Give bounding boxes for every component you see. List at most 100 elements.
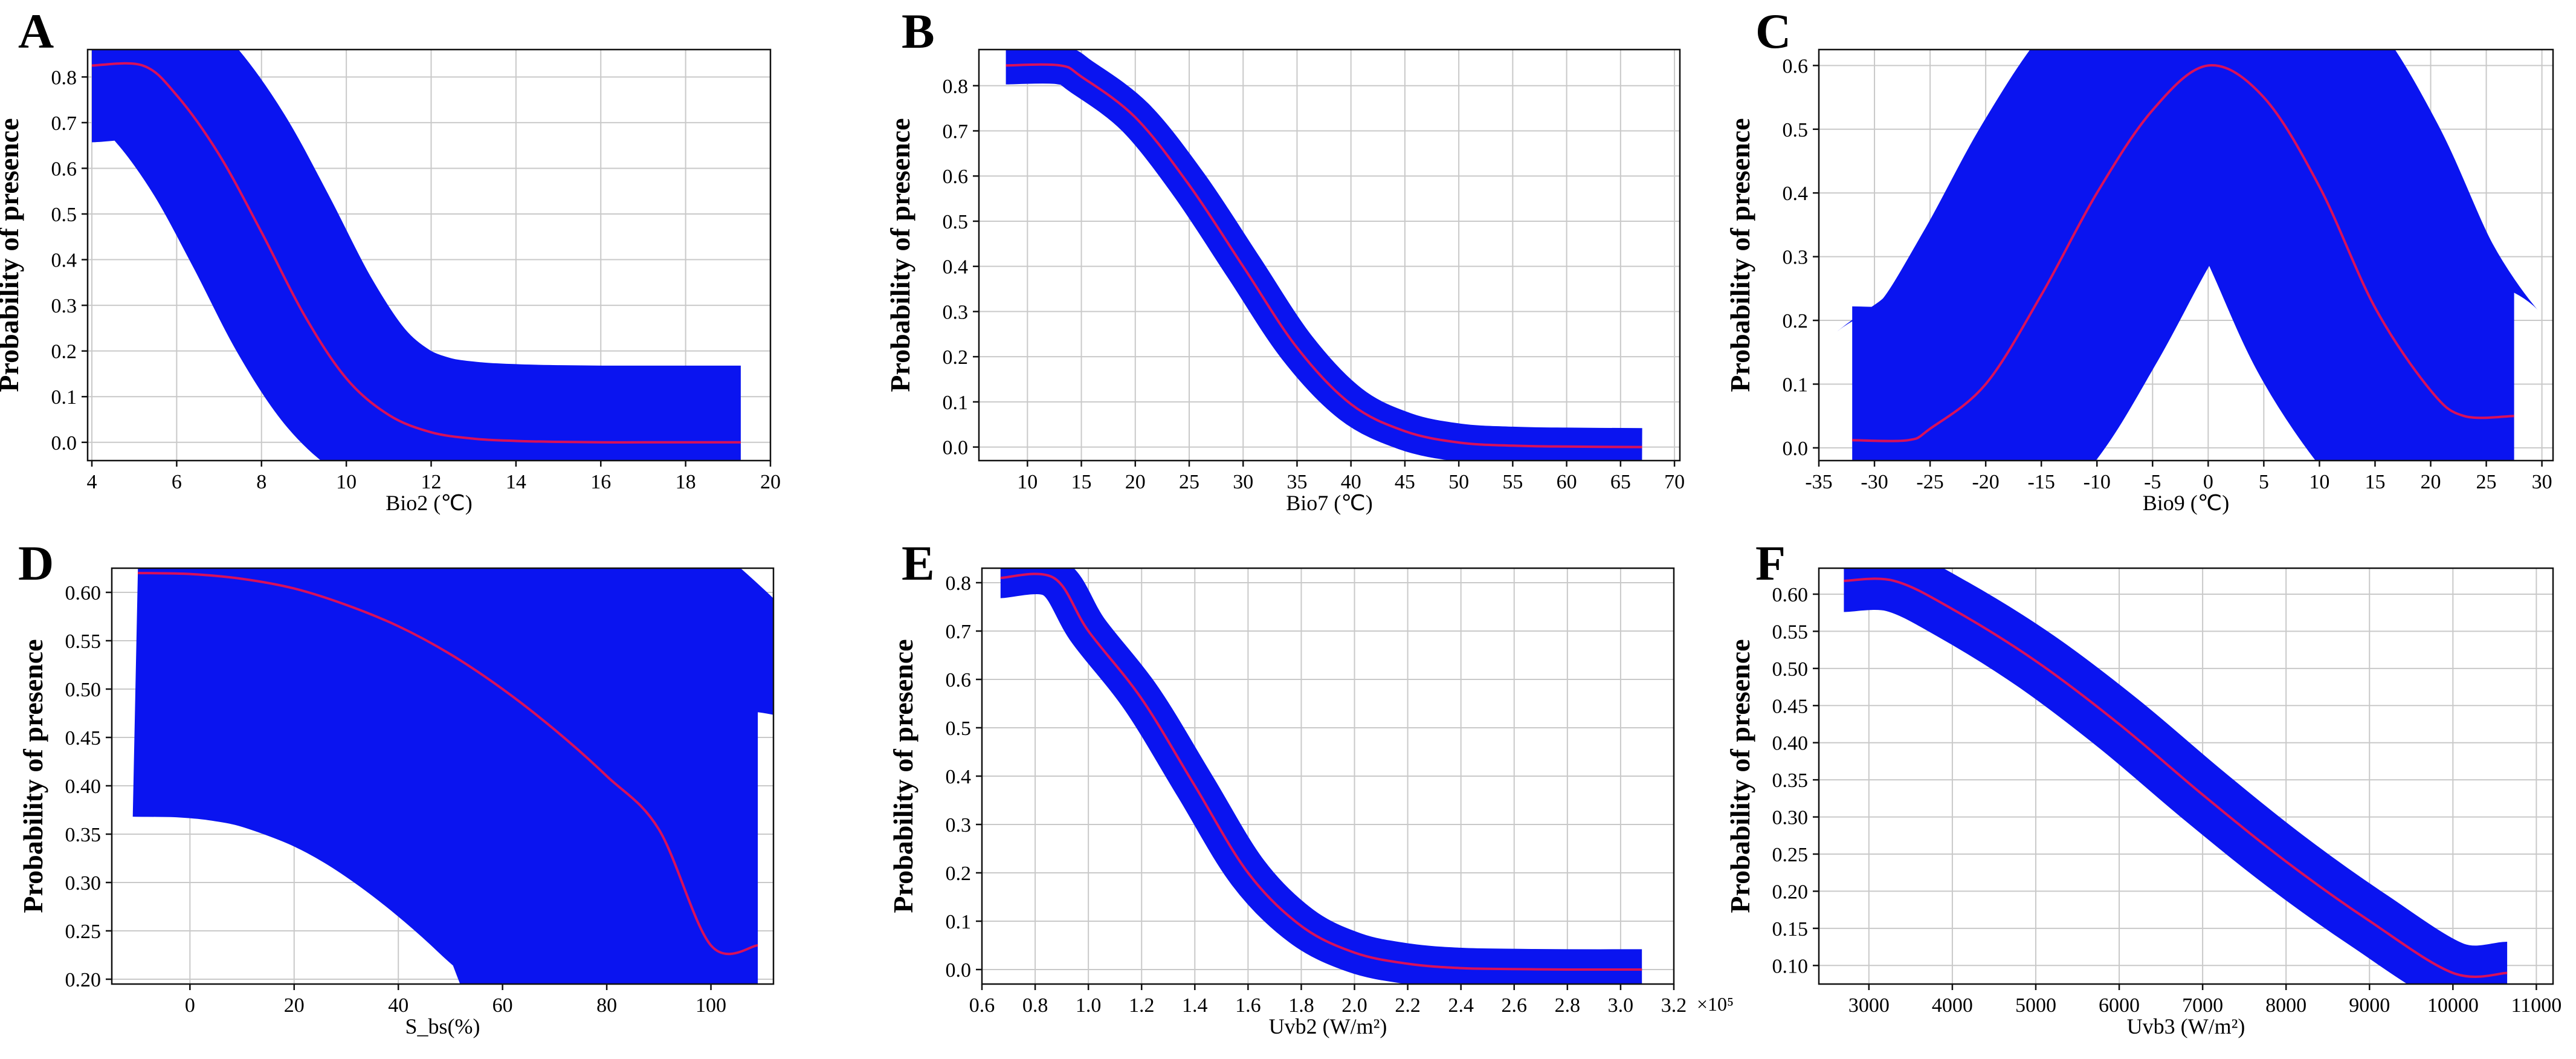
x-tick-label: 2.4 bbox=[1448, 994, 1474, 1017]
y-tick-label: 0.35 bbox=[65, 824, 102, 846]
x-tick-label: 14 bbox=[506, 471, 526, 493]
x-axis-label-d: S_bs(%) bbox=[405, 1014, 480, 1038]
x-tick-label: 9000 bbox=[2349, 994, 2390, 1017]
y-axis-label-a: Probability of presence bbox=[0, 118, 24, 392]
x-tick-label: 16 bbox=[590, 471, 611, 493]
x-tick-label: 0.6 bbox=[969, 994, 995, 1017]
y-tick-label: 0.20 bbox=[1772, 881, 1809, 903]
x-tick-label: 25 bbox=[1179, 471, 1199, 493]
x-tick-label: 10 bbox=[1017, 471, 1038, 493]
x-tick-label: 20 bbox=[284, 994, 305, 1017]
x-tick-label: 1.4 bbox=[1182, 994, 1208, 1017]
x-tick-label: 1.8 bbox=[1288, 994, 1314, 1017]
x-tick-label: 20 bbox=[760, 471, 781, 493]
x-tick-label: 30 bbox=[2532, 471, 2552, 493]
y-tick-label: 0.5 bbox=[51, 204, 77, 226]
x-tick-label: 0 bbox=[185, 994, 195, 1017]
panel-e: E 0.6 0.8 1.0 1.2 1.4 1.6 1.8 2.0 2.2 2.4 2.6 2.8 3.0… bbox=[888, 536, 1734, 1038]
y-tick-label: 0.25 bbox=[65, 921, 102, 943]
x-axis-label-b: Bio7 (℃) bbox=[1286, 491, 1372, 515]
x-tick-label: 60 bbox=[492, 994, 513, 1017]
x-tick-label: 40 bbox=[388, 994, 408, 1017]
x-axis-label-a: Bio2 (℃) bbox=[386, 491, 472, 515]
x-axis-multiplier-e: ×10⁵ bbox=[1697, 993, 1734, 1015]
x-tick-label: 18 bbox=[676, 471, 696, 493]
x-tick-label: 15 bbox=[2365, 471, 2385, 493]
plot-frame-d bbox=[111, 567, 775, 985]
y-tick-label: 0.5 bbox=[943, 211, 969, 233]
panel-c: C -35 -30 -25 -20 -15 -10 -5 0 5 10 15 20 25 30 0.0 0.1 0… bbox=[1725, 4, 2554, 515]
x-tick-label: 5000 bbox=[2015, 994, 2056, 1017]
x-tick-label: 8000 bbox=[2265, 994, 2306, 1017]
y-tick-label: 0.50 bbox=[1772, 658, 1809, 681]
panel-label-a: A bbox=[18, 4, 54, 59]
x-tick-label: 25 bbox=[2476, 471, 2497, 493]
y-tick-label: 0.15 bbox=[1772, 918, 1809, 941]
x-tick-label: 30 bbox=[1233, 471, 1253, 493]
plot-frame-a bbox=[86, 48, 772, 462]
y-tick-label: 0.3 bbox=[946, 814, 972, 837]
y-tick-label: 0.60 bbox=[1772, 584, 1809, 606]
y-tick-label: 0.10 bbox=[1772, 955, 1809, 977]
x-tick-label: 3.0 bbox=[1608, 994, 1634, 1017]
x-tick-label: 70 bbox=[1664, 471, 1685, 493]
mean-response-line-a bbox=[91, 62, 741, 444]
y-tick-label: 0.55 bbox=[65, 630, 102, 653]
x-tick-label: 2.6 bbox=[1502, 994, 1528, 1017]
y-tick-label: 0.3 bbox=[943, 301, 969, 323]
y-tick-label: 0.2 bbox=[946, 863, 972, 885]
x-tick-label: 8 bbox=[256, 471, 266, 493]
x-tick-label: -35 bbox=[1805, 471, 1832, 493]
plot-frame-c bbox=[1818, 48, 2554, 462]
x-tick-label: 100 bbox=[696, 994, 726, 1017]
x-tick-label: 1.0 bbox=[1076, 994, 1102, 1017]
plot-frame-e bbox=[981, 567, 1675, 985]
x-tick-label: -30 bbox=[1861, 471, 1888, 493]
plot-frame-f bbox=[1818, 567, 2554, 985]
mean-response-line-b bbox=[1006, 63, 1642, 449]
y-tick-label: 0.3 bbox=[1783, 247, 1809, 269]
y-tick-label: 0.1 bbox=[943, 392, 969, 414]
x-tick-label: 55 bbox=[1502, 471, 1523, 493]
panels-group: A 4 6 8 10 12 14 16 18 20 0.0 0.1 0.2 0.3 0.4 0.5 0.6 0.7… bbox=[0, 4, 2561, 1038]
y-axis-label-f: Probability of presence bbox=[1725, 639, 1755, 913]
panel-label-d: D bbox=[18, 536, 54, 591]
y-tick-label: 0.4 bbox=[943, 256, 969, 279]
x-tick-label: 80 bbox=[596, 994, 617, 1017]
x-tick-label: 7000 bbox=[2182, 994, 2223, 1017]
panel-b: B 10 15 20 25 30 35 40 45 50 55 60 65 70 0.0 0.1 0.2 0.3 0… bbox=[885, 4, 1685, 515]
y-tick-label: 0.1 bbox=[946, 911, 972, 933]
x-tick-label: 12 bbox=[421, 471, 442, 493]
x-tick-label: -5 bbox=[2144, 471, 2161, 493]
x-tick-label: 10 bbox=[2309, 471, 2329, 493]
x-tick-label: 10 bbox=[336, 471, 357, 493]
x-tick-label: -15 bbox=[2028, 471, 2055, 493]
x-tick-label: -25 bbox=[1916, 471, 1943, 493]
x-tick-label: 11000 bbox=[2511, 994, 2562, 1017]
y-tick-label: 0.4 bbox=[1783, 183, 1809, 205]
y-tick-label: 0.7 bbox=[946, 621, 972, 643]
x-tick-label: 65 bbox=[1610, 471, 1631, 493]
x-tick-label: 2.2 bbox=[1395, 994, 1421, 1017]
y-tick-label: 0.7 bbox=[51, 112, 77, 135]
y-tick-label: 0.0 bbox=[1783, 438, 1809, 460]
x-tick-label: 0.8 bbox=[1022, 994, 1048, 1017]
x-tick-label: 5 bbox=[2259, 471, 2269, 493]
panel-d: D 0 20 40 60 80 100 0.20 0.25 0.30 0.35 0.40 0.45 0.5… bbox=[18, 536, 775, 1038]
x-tick-label: 50 bbox=[1448, 471, 1469, 493]
y-tick-label: 0.45 bbox=[65, 727, 102, 750]
y-tick-label: 0.6 bbox=[946, 669, 972, 691]
y-axis-label-d: Probability of presence bbox=[18, 639, 48, 913]
mean-response-line-c bbox=[1852, 64, 2514, 442]
panel-label-e: E bbox=[902, 536, 935, 591]
x-tick-label: 15 bbox=[1071, 471, 1092, 493]
x-tick-label: 4000 bbox=[1932, 994, 1973, 1017]
y-tick-label: 0.0 bbox=[943, 437, 969, 459]
mean-response-line-f bbox=[1844, 577, 2508, 978]
panel-label-f: F bbox=[1755, 536, 1786, 591]
x-axis-label-e: Uvb2 (W/m²) bbox=[1269, 1014, 1387, 1038]
y-tick-label: 0.4 bbox=[946, 766, 972, 788]
y-tick-label: 0.3 bbox=[51, 295, 77, 317]
panel-f: F 3000 4000 5000 6000 7000 8000 9000 10000 11000 0… bbox=[1725, 536, 2561, 1038]
x-tick-label: 6 bbox=[172, 471, 182, 493]
